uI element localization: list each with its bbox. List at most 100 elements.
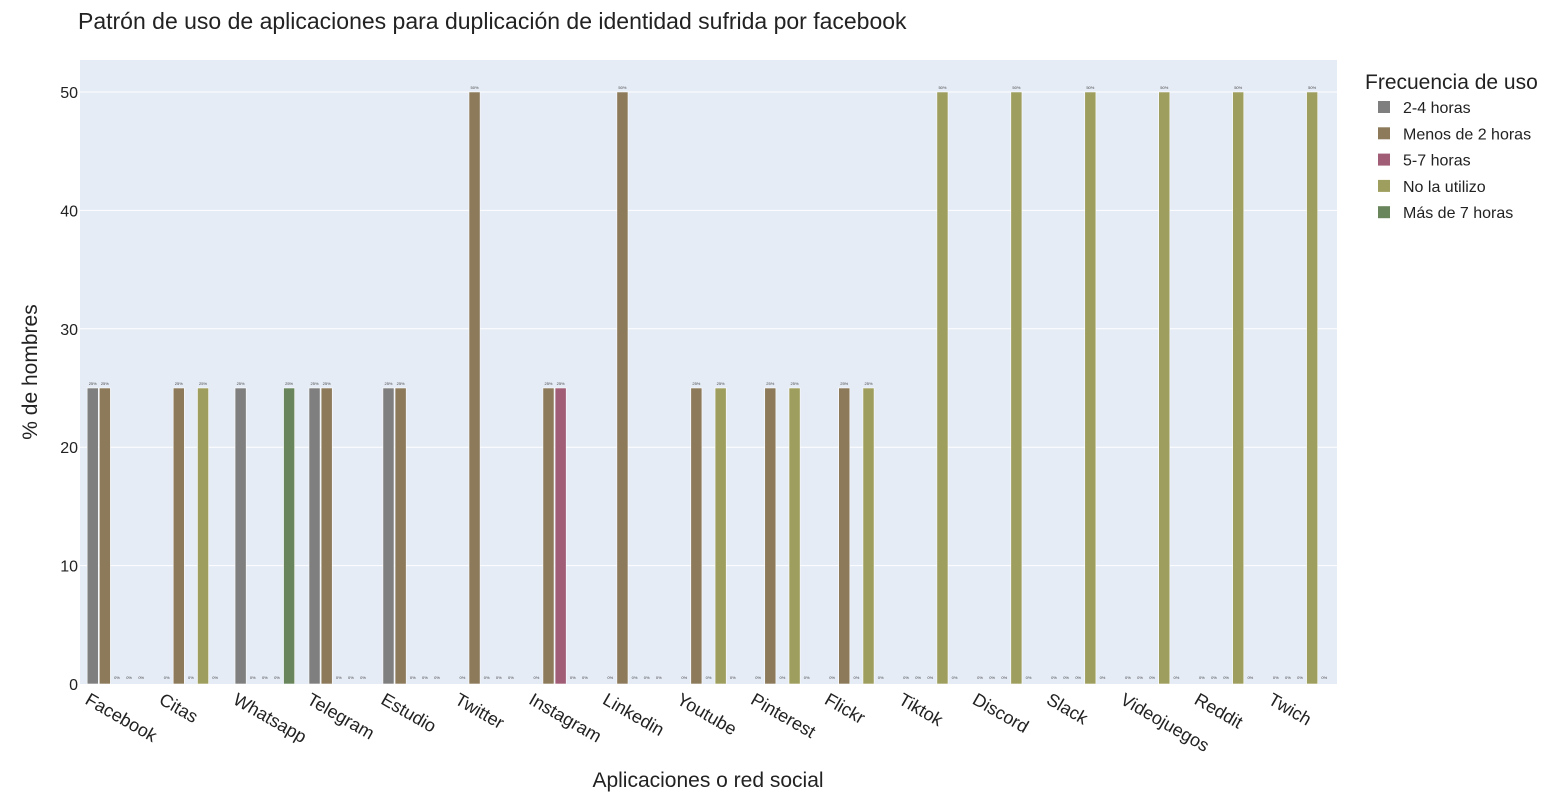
bar bbox=[394, 387, 407, 685]
legend-item-label: Más de 7 horas bbox=[1403, 205, 1513, 222]
x-tick-label: Estudio bbox=[378, 689, 440, 736]
bar bbox=[283, 387, 295, 685]
legend-title: Frecuencia de uso bbox=[1365, 71, 1538, 94]
bar-value-label: 50% bbox=[618, 85, 626, 90]
bar bbox=[554, 387, 567, 685]
x-tick-label: Telegram bbox=[304, 689, 378, 743]
bar-value-label: 0% bbox=[1075, 675, 1081, 680]
x-tick-label: Instagram bbox=[526, 689, 605, 746]
bar-value-label: 25% bbox=[384, 381, 392, 386]
x-tick-label: Citas bbox=[156, 689, 202, 727]
bar-value-label: 25% bbox=[323, 381, 331, 386]
bar-value-label: 0% bbox=[1125, 675, 1131, 680]
bar-value-label: 0% bbox=[878, 675, 884, 680]
bar bbox=[542, 387, 555, 685]
bar-value-label: 0% bbox=[1051, 675, 1057, 680]
legend-swatch bbox=[1378, 153, 1390, 166]
legend-item-label: 2-4 horas bbox=[1403, 100, 1471, 117]
plot-area bbox=[80, 60, 1337, 684]
bar-value-label: 0% bbox=[927, 675, 933, 680]
bar-value-label: 25% bbox=[199, 381, 207, 386]
legend-swatch bbox=[1378, 127, 1390, 140]
bar-value-label: 25% bbox=[557, 381, 565, 386]
y-tick-label: 10 bbox=[60, 559, 78, 576]
x-tick-label: Tiktok bbox=[895, 689, 947, 730]
x-tick-label: Twitter bbox=[452, 689, 508, 733]
bar-value-label: 25% bbox=[285, 381, 293, 386]
bar-value-label: 25% bbox=[840, 381, 848, 386]
bar-value-label: 0% bbox=[989, 675, 995, 680]
x-tick-label: Slack bbox=[1043, 689, 1092, 729]
bar-value-label: 25% bbox=[717, 381, 725, 386]
bar bbox=[308, 387, 321, 685]
bar bbox=[862, 387, 875, 685]
bar bbox=[616, 91, 629, 685]
legend-item-label: No la utilizo bbox=[1403, 179, 1486, 196]
bar-value-label: 25% bbox=[175, 381, 183, 386]
bar-value-label: 0% bbox=[1001, 675, 1007, 680]
legend-swatch bbox=[1378, 179, 1390, 192]
x-tick-label: Pinterest bbox=[747, 689, 819, 742]
bar bbox=[1158, 91, 1171, 685]
bar-value-label: 0% bbox=[348, 675, 354, 680]
y-axis-title: % de hombres bbox=[19, 304, 42, 439]
bar-value-label: 0% bbox=[422, 675, 428, 680]
x-tick-label: Discord bbox=[969, 689, 1032, 737]
bar-value-label: 50% bbox=[938, 85, 946, 90]
bar-value-label: 0% bbox=[1223, 675, 1229, 680]
bar-value-label: 0% bbox=[262, 675, 268, 680]
bar-value-label: 0% bbox=[1137, 675, 1143, 680]
bar-value-label: 0% bbox=[570, 675, 576, 680]
bar-value-label: 25% bbox=[544, 381, 552, 386]
y-tick-label: 40 bbox=[60, 203, 78, 220]
bar-value-label: 0% bbox=[114, 675, 120, 680]
bar-value-label: 0% bbox=[681, 675, 687, 680]
bar-value-label: 0% bbox=[460, 675, 466, 680]
legend-item-label: 5-7 horas bbox=[1403, 153, 1471, 170]
bar bbox=[764, 387, 777, 685]
bar-value-label: 25% bbox=[397, 381, 405, 386]
bar-value-label: 50% bbox=[1160, 85, 1168, 90]
bar-value-label: 0% bbox=[656, 675, 662, 680]
bar-value-label: 0% bbox=[1273, 675, 1279, 680]
bar-value-label: 0% bbox=[644, 675, 650, 680]
y-tick-label: 0 bbox=[69, 677, 78, 694]
bar-value-label: 0% bbox=[1149, 675, 1155, 680]
bar-value-label: 0% bbox=[1285, 675, 1291, 680]
bar-value-label: 0% bbox=[1247, 675, 1253, 680]
bar-value-label: 0% bbox=[1199, 675, 1205, 680]
bar-value-label: 0% bbox=[360, 675, 366, 680]
bar bbox=[936, 91, 949, 685]
bar bbox=[838, 387, 851, 685]
bar-value-label: 25% bbox=[89, 381, 97, 386]
x-axis-title: Aplicaciones o red social bbox=[592, 769, 823, 792]
bar-value-label: 0% bbox=[1297, 675, 1303, 680]
bar bbox=[320, 387, 333, 685]
bar-value-label: 0% bbox=[138, 675, 144, 680]
bar-value-label: 25% bbox=[791, 381, 799, 386]
y-tick-label: 30 bbox=[60, 322, 78, 339]
bar-value-label: 50% bbox=[1012, 85, 1020, 90]
bar-value-label: 0% bbox=[1063, 675, 1069, 680]
bar bbox=[1232, 91, 1245, 685]
bar-labels: 25% 25% 0% 0% 0% 0% 25% 0% 25% 0% 25% 0% 0% 0% 25% 25% 2… bbox=[89, 85, 1328, 680]
bar bbox=[468, 91, 481, 685]
bar bbox=[788, 387, 801, 685]
bars bbox=[86, 91, 1319, 685]
bar-value-label: 0% bbox=[582, 675, 588, 680]
bar bbox=[172, 387, 185, 685]
bar-value-label: 50% bbox=[1308, 85, 1316, 90]
legend-swatch bbox=[1378, 101, 1390, 113]
bar-value-label: 0% bbox=[952, 675, 958, 680]
x-tick-label: Youtube bbox=[674, 689, 741, 739]
bar-value-label: 50% bbox=[471, 85, 479, 90]
bar-value-label: 0% bbox=[188, 675, 194, 680]
bar bbox=[1010, 91, 1023, 685]
bar-value-label: 0% bbox=[706, 675, 712, 680]
y-axis-ticks: 0 10 20 30 40 50 bbox=[60, 85, 78, 694]
bar-value-label: 0% bbox=[632, 675, 638, 680]
legend-swatch bbox=[1378, 206, 1390, 219]
bar-value-label: 0% bbox=[903, 675, 909, 680]
bar bbox=[1306, 91, 1319, 685]
